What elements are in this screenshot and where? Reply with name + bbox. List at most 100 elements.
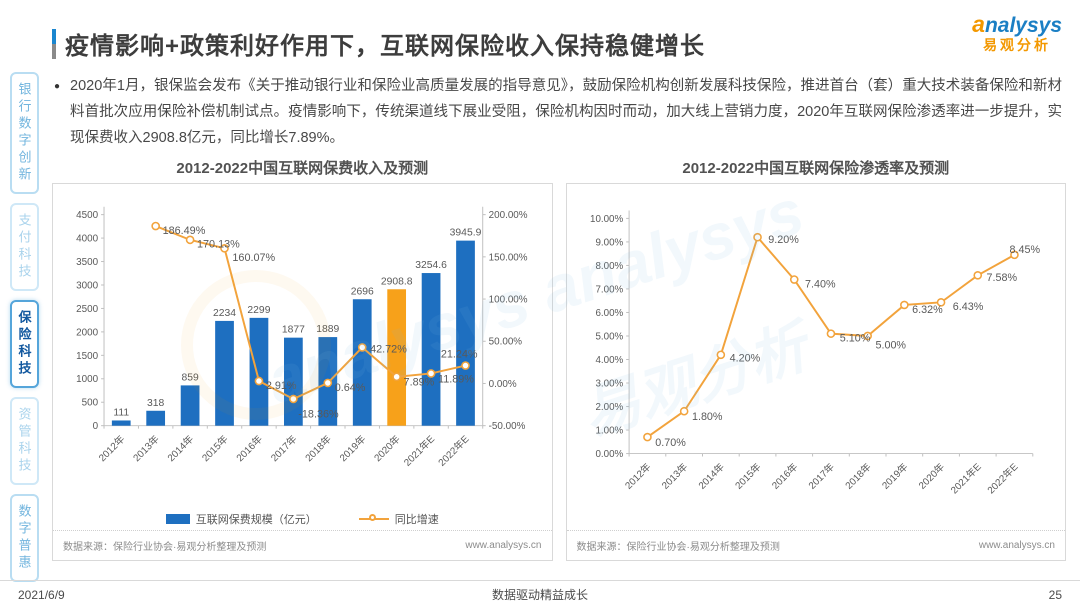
svg-text:-50.00%: -50.00% bbox=[489, 422, 526, 433]
svg-text:3500: 3500 bbox=[76, 257, 98, 268]
svg-text:2013年: 2013年 bbox=[130, 433, 162, 465]
legend-item: 同比增速 bbox=[358, 511, 439, 527]
svg-text:0.70%: 0.70% bbox=[655, 437, 686, 449]
svg-text:10.00%: 10.00% bbox=[590, 214, 623, 225]
svg-text:0.00%: 0.00% bbox=[489, 379, 517, 390]
svg-text:5.00%: 5.00% bbox=[595, 332, 623, 343]
svg-text:2000: 2000 bbox=[76, 328, 98, 339]
svg-text:2019年: 2019年 bbox=[337, 433, 369, 465]
sidebar-item-2[interactable]: 支付科技 bbox=[9, 203, 39, 291]
svg-text:4.20%: 4.20% bbox=[729, 353, 760, 365]
legend-item: 互联网保费规模（亿元） bbox=[165, 511, 317, 527]
svg-text:2.91%: 2.91% bbox=[266, 380, 297, 392]
svg-text:3254.6: 3254.6 bbox=[415, 261, 447, 272]
svg-text:11.89%: 11.89% bbox=[438, 374, 474, 386]
svg-text:2014年: 2014年 bbox=[164, 433, 196, 465]
chart-legend: 互联网保费规模（亿元） 同比增速 bbox=[53, 507, 552, 530]
penetration-chart-svg: 0.00% 1.00% 2.00% 3.00% 4.00% 5.00% 6.00% 7.00%… bbox=[590, 210, 1040, 497]
svg-text:3945.9: 3945.9 bbox=[450, 228, 482, 239]
data-source-text: 数据来源：保险行业协会·易观分析整理及预测 bbox=[576, 542, 780, 554]
svg-text:2019年: 2019年 bbox=[878, 460, 910, 492]
svg-text:7.40%: 7.40% bbox=[805, 279, 836, 291]
svg-text:1889: 1889 bbox=[316, 325, 339, 336]
svg-text:2013年: 2013年 bbox=[658, 460, 690, 492]
svg-text:9.00%: 9.00% bbox=[595, 238, 623, 249]
svg-text:2299: 2299 bbox=[247, 305, 270, 316]
line-swatch-icon bbox=[358, 513, 389, 521]
svg-text:2020年: 2020年 bbox=[915, 460, 947, 492]
svg-text:5.10%: 5.10% bbox=[839, 333, 870, 345]
svg-text:1500: 1500 bbox=[76, 351, 98, 362]
svg-text:21.24%: 21.24% bbox=[441, 349, 478, 361]
svg-text:0: 0 bbox=[93, 422, 99, 433]
premium-chart-svg: 0 500 1000 1500 2000 2500 3000 3500 4000 4500 -50.… bbox=[76, 207, 528, 470]
svg-text:2015年: 2015年 bbox=[199, 433, 231, 465]
bar-swatch-icon bbox=[165, 513, 190, 524]
svg-text:1.80%: 1.80% bbox=[691, 411, 722, 423]
analysys-logo: analysys 易观分析 bbox=[972, 11, 1062, 54]
svg-text:6.43%: 6.43% bbox=[952, 302, 983, 314]
svg-text:2500: 2500 bbox=[76, 304, 98, 315]
sidebar-item-4[interactable]: 资管科技 bbox=[9, 397, 39, 485]
source-row: 数据来源：保险行业协会·易观分析整理及预测 www.analysys.cn bbox=[53, 530, 552, 560]
svg-text:2017年: 2017年 bbox=[805, 460, 837, 492]
sidebar-item-3[interactable]: 保险科技 bbox=[9, 300, 39, 388]
intro-text: 2020年1月，银保监会发布《关于推动银行业和保险业高质量发展的指导意见》，鼓励… bbox=[70, 78, 1062, 146]
svg-text:2.00%: 2.00% bbox=[595, 402, 623, 413]
sidebar-item-1[interactable]: 银行数字创新 bbox=[9, 72, 39, 194]
svg-text:6.00%: 6.00% bbox=[595, 308, 623, 319]
svg-text:4000: 4000 bbox=[76, 234, 98, 245]
logo-cn-text: 易观分析 bbox=[983, 37, 1052, 54]
chart-title: 2012-2022中国互联网保费收入及预测 bbox=[176, 160, 429, 178]
intro-bullet-row: ● 2020年1月，银保监会发布《关于推动银行业和保险业高质量发展的指导意见》，… bbox=[52, 74, 1066, 151]
sidebar: 银行数字创新支付科技保险科技资管科技数字普惠 bbox=[3, 72, 45, 582]
svg-text:160.07%: 160.07% bbox=[232, 253, 275, 265]
svg-text:6.32%: 6.32% bbox=[912, 304, 943, 316]
logo-swoosh-icon: a bbox=[972, 11, 985, 37]
svg-text:2021年E: 2021年E bbox=[401, 433, 438, 470]
svg-text:2014年: 2014年 bbox=[695, 460, 727, 492]
svg-text:0.64%: 0.64% bbox=[335, 382, 366, 394]
penetration-chart-block: 2012-2022中国互联网保险渗透率及预测 analysys 易观分析 0.0… bbox=[532, 157, 1066, 562]
svg-text:2022年E: 2022年E bbox=[984, 460, 1020, 496]
svg-text:7.58%: 7.58% bbox=[986, 273, 1017, 285]
svg-text:0.00%: 0.00% bbox=[595, 449, 623, 460]
svg-text:2021年E: 2021年E bbox=[947, 460, 983, 496]
page-title: 疫情影响+政策利好作用下，互联网保险收入保持稳健增长 bbox=[65, 33, 706, 60]
svg-text:8.00%: 8.00% bbox=[595, 261, 623, 272]
svg-text:2015年: 2015年 bbox=[732, 460, 764, 492]
svg-text:859: 859 bbox=[181, 373, 199, 384]
svg-text:2012年: 2012年 bbox=[621, 460, 653, 492]
svg-text:2016年: 2016年 bbox=[233, 433, 265, 465]
svg-text:42.72%: 42.72% bbox=[370, 344, 407, 356]
legend-label: 互联网保费规模（亿元） bbox=[195, 513, 317, 526]
svg-text:200.00%: 200.00% bbox=[489, 210, 528, 221]
website-text: www.analysys.cn bbox=[978, 540, 1055, 552]
svg-text:318: 318 bbox=[147, 398, 165, 409]
svg-text:2018年: 2018年 bbox=[842, 460, 874, 492]
main-content: 疫情影响+政策利好作用下，互联网保险收入保持稳健增长 analysys 易观分析… bbox=[52, 0, 1066, 562]
svg-text:2020年: 2020年 bbox=[371, 433, 403, 465]
svg-text:100.00%: 100.00% bbox=[489, 295, 528, 306]
sidebar-item-5[interactable]: 数字普惠 bbox=[9, 494, 39, 582]
svg-text:2022年E: 2022年E bbox=[435, 433, 472, 470]
svg-text:500: 500 bbox=[82, 398, 99, 409]
logo-wordmark: analysys bbox=[972, 11, 1062, 37]
svg-text:3000: 3000 bbox=[76, 281, 98, 292]
svg-text:150.00%: 150.00% bbox=[489, 253, 528, 264]
title-row: 疫情影响+政策利好作用下，互联网保险收入保持稳健增长 bbox=[52, 26, 1066, 61]
svg-text:4500: 4500 bbox=[76, 210, 98, 221]
svg-text:2017年: 2017年 bbox=[268, 433, 300, 465]
svg-text:9.20%: 9.20% bbox=[768, 234, 799, 246]
svg-text:170.13%: 170.13% bbox=[197, 239, 240, 251]
svg-text:2016年: 2016年 bbox=[768, 460, 800, 492]
data-source-text: 数据来源：保险行业协会·易观分析整理及预测 bbox=[63, 542, 267, 554]
svg-text:7.00%: 7.00% bbox=[595, 285, 623, 296]
page-number: 25 bbox=[1048, 587, 1062, 602]
website-text: www.analysys.cn bbox=[465, 540, 542, 552]
svg-text:3.00%: 3.00% bbox=[595, 379, 623, 390]
svg-text:-18.36%: -18.36% bbox=[298, 409, 339, 421]
svg-text:2012年: 2012年 bbox=[96, 433, 128, 465]
svg-text:1.00%: 1.00% bbox=[595, 426, 623, 437]
